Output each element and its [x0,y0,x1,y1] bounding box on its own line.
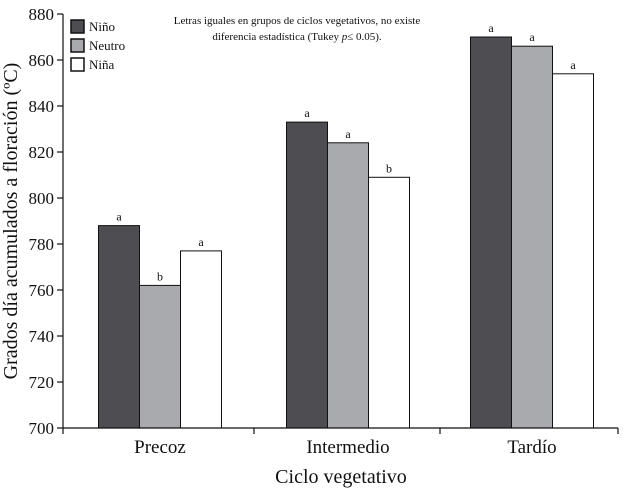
significance-letter: a [488,21,494,35]
bar-niña-tardío [552,73,594,429]
y-axis: 700 720 740 760 780 800 820 840 860 880 [29,5,64,438]
significance-letter: a [116,210,122,224]
bar-neutro-precoz [139,284,181,429]
bar-niño-intermedio [286,121,328,429]
y-tick-label: 740 [29,327,55,346]
legend-swatch [70,57,85,72]
y-tick-label: 720 [29,373,55,392]
note-line-2-suffix: ≤ 0.05). [347,31,382,43]
y-axis-title-group: Grados día acumulados a floración (ºC) [0,63,22,380]
significance-letter: b [386,161,392,175]
legend-swatch [70,38,85,53]
bar-neutro-tardío [511,45,553,429]
bars: a b a a a b a a a [98,21,594,429]
x-tick-label: Tardío [507,437,556,458]
legend-label: Niño [89,19,115,34]
bar-niña-precoz [180,250,222,429]
x-axis: Precoz Intermedio Tardío Ciclo vegetativo [62,427,619,488]
legend-swatch [70,19,85,34]
y-tick-label: 780 [29,235,55,254]
bar-niño-precoz [98,225,140,429]
y-tick-label: 820 [29,143,55,162]
bar-niña-intermedio [368,176,410,429]
y-tick-label: 880 [29,5,55,24]
note-p-symbol: p [341,31,348,43]
legend-label: Niña [89,57,115,72]
y-tick-label: 760 [29,281,55,300]
significance-letter: a [570,58,576,72]
significance-letter: a [198,235,204,249]
significance-letter: b [157,269,163,283]
y-tick-label: 800 [29,189,55,208]
significance-letter: a [304,106,310,120]
note-line-2-prefix: diferencia estadística (Tukey [212,31,341,43]
x-axis-title: Ciclo vegetativo [275,466,407,488]
bar-niño-tardío [470,36,512,429]
note-line-1: Letras iguales en grupos de ciclos veget… [174,15,421,27]
annotation-note: Letras iguales en grupos de ciclos veget… [174,15,421,43]
x-tick-label: Intermedio [306,437,389,458]
legend-label: Neutro [89,38,125,53]
bar-neutro-intermedio [327,142,369,429]
y-tick-label: 860 [29,51,55,70]
y-tick-label: 840 [29,97,55,116]
y-axis-title: Grados día acumulados a floración (ºC) [0,63,22,380]
y-tick-label: 700 [29,419,55,438]
significance-letter: a [345,127,351,141]
x-tick-label: Precoz [134,437,186,458]
significance-letter: a [529,30,535,44]
legend: Niño Neutro Niña [70,19,125,72]
note-line-2: diferencia estadística (Tukey p≤ 0.05). [212,31,382,43]
